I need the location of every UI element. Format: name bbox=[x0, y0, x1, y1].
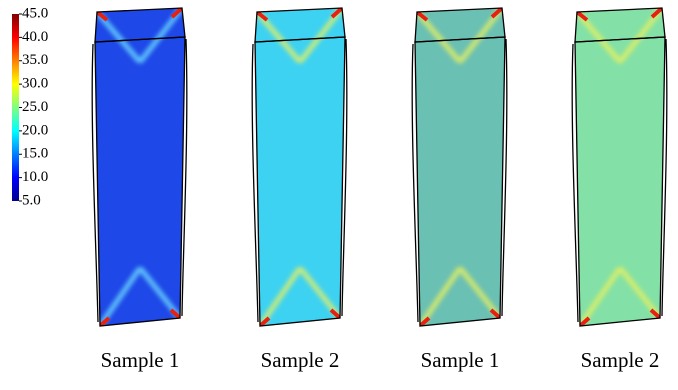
band bbox=[415, 10, 462, 64]
outline-deformed bbox=[571, 38, 668, 323]
corner bbox=[330, 8, 344, 19]
corner bbox=[329, 308, 342, 320]
field-base bbox=[255, 8, 345, 326]
tick-label: 25.0 bbox=[22, 99, 48, 115]
tick-label: 20.0 bbox=[22, 122, 48, 138]
band bbox=[458, 8, 504, 64]
tick-label: 35.0 bbox=[22, 52, 48, 68]
corner bbox=[95, 10, 109, 22]
corner bbox=[255, 10, 269, 22]
panel-label: Sample 1 bbox=[421, 348, 500, 372]
outline-deformed bbox=[411, 38, 508, 323]
corner bbox=[169, 308, 182, 320]
field bbox=[575, 8, 665, 326]
band bbox=[138, 8, 184, 64]
corner bbox=[415, 10, 429, 22]
corner bbox=[650, 8, 664, 19]
corner bbox=[98, 316, 111, 326]
corner bbox=[649, 308, 662, 320]
corner bbox=[418, 316, 431, 326]
band bbox=[255, 10, 302, 64]
band bbox=[298, 8, 344, 64]
outline-front bbox=[254, 36, 346, 327]
panel-label: Sample 2 bbox=[581, 348, 660, 372]
outline-front bbox=[94, 36, 186, 327]
field-noise bbox=[415, 8, 505, 326]
band bbox=[417, 266, 463, 326]
tick-label: 40.0 bbox=[22, 29, 48, 45]
corner bbox=[490, 8, 504, 19]
corner bbox=[578, 316, 591, 326]
tick-label: 5.0 bbox=[22, 192, 41, 208]
panel-label: Sample 1 bbox=[101, 348, 180, 372]
band bbox=[95, 10, 142, 64]
band bbox=[577, 266, 623, 326]
outline-deformed bbox=[251, 38, 348, 323]
specimen bbox=[251, 7, 348, 327]
field-noise bbox=[575, 8, 665, 326]
corner bbox=[258, 316, 271, 326]
field bbox=[255, 8, 345, 326]
band bbox=[618, 8, 664, 64]
corner bbox=[170, 8, 184, 19]
band bbox=[257, 266, 303, 326]
specimen bbox=[411, 7, 508, 327]
specimen bbox=[571, 7, 668, 327]
corners bbox=[95, 8, 184, 326]
colorbar bbox=[12, 14, 19, 201]
corners bbox=[575, 8, 664, 326]
panel-label: Sample 2 bbox=[261, 348, 340, 372]
field bbox=[95, 8, 185, 326]
tick-label: 30.0 bbox=[22, 76, 48, 92]
corners bbox=[415, 8, 504, 326]
field bbox=[415, 8, 505, 326]
tick-label: 45.0 bbox=[22, 5, 48, 21]
outline-front bbox=[414, 36, 506, 327]
tick-label: 15.0 bbox=[22, 146, 48, 162]
corner bbox=[489, 308, 502, 320]
corner bbox=[575, 10, 589, 22]
band bbox=[575, 10, 622, 64]
outline-deformed bbox=[91, 38, 188, 323]
field-base bbox=[95, 8, 185, 326]
outline-front bbox=[574, 36, 666, 327]
specimen bbox=[91, 7, 188, 327]
band bbox=[97, 266, 143, 326]
tick-label: 10.0 bbox=[22, 169, 48, 185]
corners bbox=[255, 8, 344, 326]
